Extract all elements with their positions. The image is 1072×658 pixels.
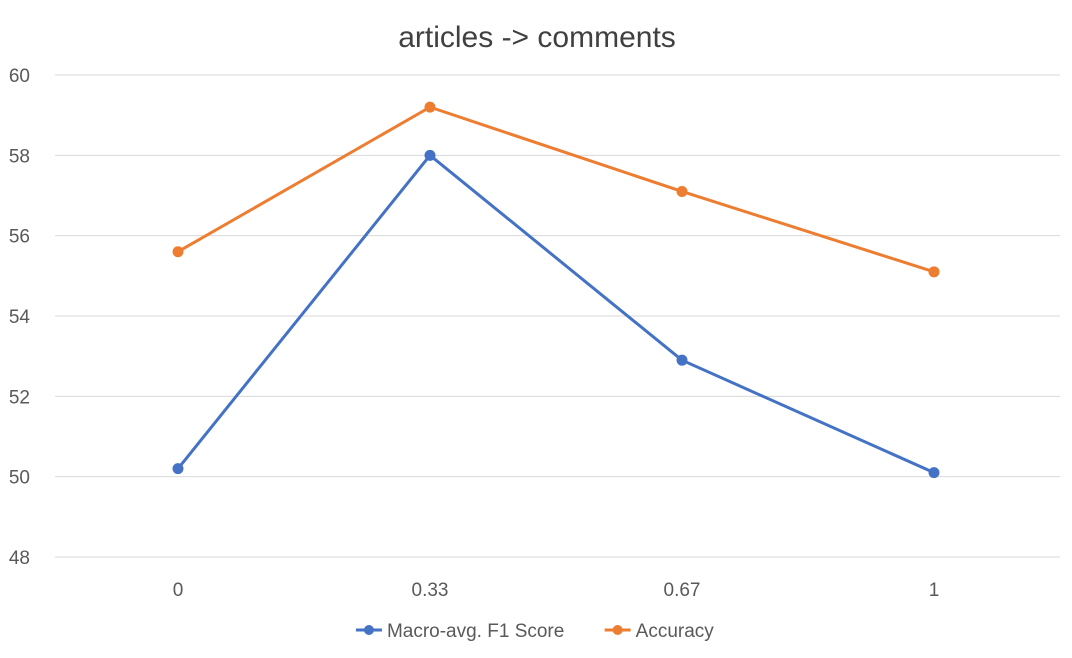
chart-title: articles -> comments — [398, 21, 676, 54]
series-1 — [172, 101, 940, 278]
series-line — [176, 153, 936, 475]
legend-marker-icon — [612, 625, 623, 635]
y-tick-label: 60 — [9, 66, 30, 87]
legend-item: Accuracy — [604, 621, 715, 642]
data-point — [172, 246, 184, 258]
legend-item: Macro-avg. F1 Score — [355, 621, 564, 642]
legend-marker-icon — [363, 625, 374, 635]
series-layer — [172, 101, 940, 479]
legend-label: Accuracy — [636, 621, 715, 642]
data-point — [676, 354, 688, 366]
legend-label: Macro-avg. F1 Score — [387, 621, 564, 642]
y-tick-label: 52 — [9, 387, 30, 408]
y-tick-label: 56 — [9, 227, 30, 248]
series-line — [176, 105, 936, 274]
x-tick-label: 1 — [929, 580, 940, 601]
x-tick-label: 0 — [173, 580, 184, 601]
y-tick-label: 50 — [9, 468, 30, 489]
y-tick-label: 54 — [9, 307, 31, 328]
data-point — [676, 185, 688, 197]
legend: Macro-avg. F1 Score Accuracy — [355, 621, 715, 642]
data-point — [928, 467, 940, 479]
data-point — [928, 266, 940, 278]
y-axis-ticks: 48 50 52 54 56 58 60 — [9, 66, 31, 569]
y-tick-label: 58 — [9, 146, 30, 167]
y-tick-label: 48 — [9, 548, 30, 569]
x-tick-label: 0.33 — [412, 580, 449, 601]
series-0 — [172, 149, 940, 479]
x-tick-label: 0.67 — [664, 580, 701, 601]
data-point — [424, 149, 436, 161]
gridlines — [55, 74, 1060, 558]
data-point — [424, 101, 436, 113]
data-point — [172, 463, 184, 475]
x-axis-ticks: 0 0.33 0.67 1 — [173, 580, 940, 601]
